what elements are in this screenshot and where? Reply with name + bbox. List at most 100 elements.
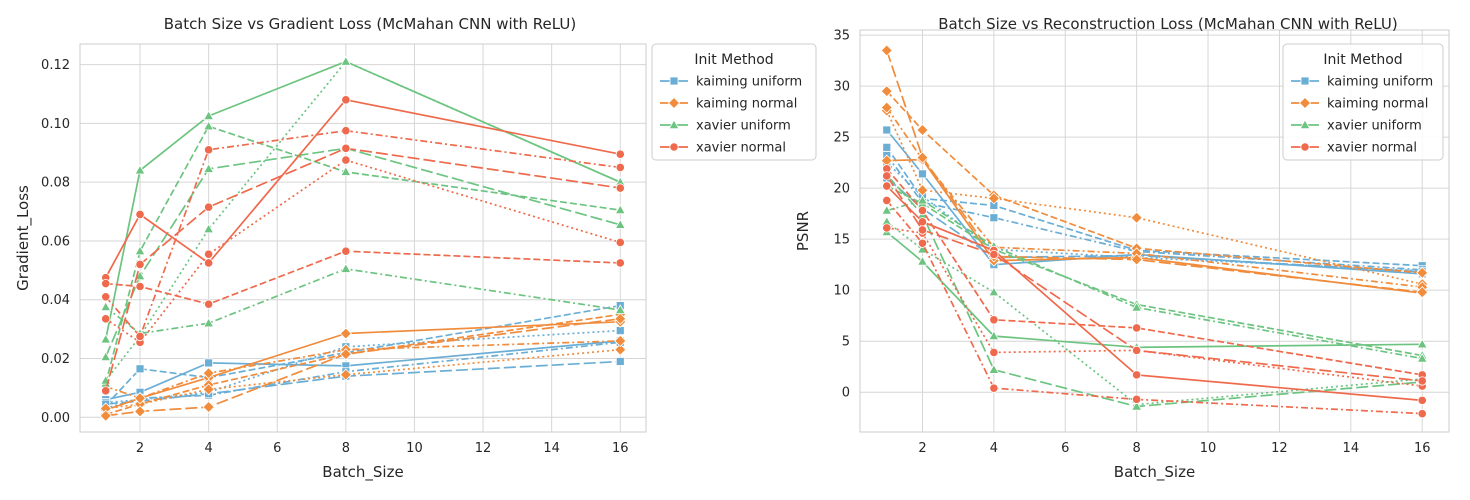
legend: Init Method kaiming uniform kaiming normal… xyxy=(1282,43,1444,161)
data-point xyxy=(1417,395,1427,405)
data-point xyxy=(615,149,625,159)
x-tick-label: 6 xyxy=(273,441,281,456)
x-tick-label: 4 xyxy=(204,441,212,456)
y-tick-label: 0.02 xyxy=(41,352,70,367)
data-point xyxy=(882,142,892,152)
data-point xyxy=(881,204,893,215)
data-point xyxy=(1417,409,1427,419)
y-tick-label: 5 xyxy=(842,335,850,350)
data-point xyxy=(101,314,111,324)
data-point xyxy=(615,162,625,173)
y-tick-label: 0.10 xyxy=(41,117,70,132)
data-point xyxy=(989,347,999,358)
data-point xyxy=(204,358,214,368)
data-point xyxy=(614,312,627,325)
x-tick-label: 12 xyxy=(1271,441,1288,456)
data-point xyxy=(614,343,627,356)
legend-label: xavier uniform xyxy=(696,119,791,134)
data-point xyxy=(1416,352,1428,363)
data-point xyxy=(614,304,626,315)
y-tick-label: 35 xyxy=(833,29,850,44)
legend-label: kaiming normal xyxy=(1327,97,1428,112)
data-point xyxy=(100,351,112,362)
data-point xyxy=(204,145,214,155)
data-point xyxy=(989,213,999,223)
data-point xyxy=(202,367,215,380)
legend-marker xyxy=(1298,96,1312,110)
y-axis-label: PSNR xyxy=(794,211,812,251)
data-point xyxy=(916,194,928,205)
data-point xyxy=(1132,370,1142,380)
series-line xyxy=(886,90,1423,274)
data-point xyxy=(339,368,352,381)
data-point xyxy=(341,126,351,136)
chart-title: Batch Size vs Gradient Loss (McMahan CNN… xyxy=(164,15,576,33)
data-point xyxy=(99,409,112,422)
data-point xyxy=(1132,323,1142,333)
y-tick-label: 0.06 xyxy=(41,234,70,249)
data-point xyxy=(100,333,112,344)
legend-label: xavier normal xyxy=(1327,141,1417,156)
data-point xyxy=(204,202,214,212)
x-tick-label: 10 xyxy=(1200,441,1217,456)
y-tick-label: 30 xyxy=(833,80,850,95)
legend-marker xyxy=(669,76,679,86)
data-point xyxy=(135,281,145,292)
series-line xyxy=(886,158,1423,295)
data-point xyxy=(918,169,927,179)
legend-marker xyxy=(668,119,680,130)
data-point xyxy=(880,44,893,57)
series-line xyxy=(886,221,1423,406)
series-line xyxy=(886,177,1423,273)
x-axis-label: Batch_Size xyxy=(322,463,403,482)
data-point xyxy=(916,151,929,164)
series-group xyxy=(101,95,625,283)
data-point xyxy=(1132,345,1142,355)
y-tick-label: 0.00 xyxy=(41,411,70,426)
series-line xyxy=(105,313,621,416)
series-group xyxy=(101,326,625,408)
series-group xyxy=(880,85,1429,279)
legend-label: kaiming uniform xyxy=(696,75,802,90)
x-tick-label: 14 xyxy=(543,441,560,456)
data-point xyxy=(1132,394,1142,404)
series-line xyxy=(105,129,621,338)
data-point xyxy=(1416,286,1429,299)
series-line xyxy=(886,146,1423,267)
data-point xyxy=(204,258,214,268)
legend-marker xyxy=(669,142,679,152)
x-tick-label: 8 xyxy=(342,441,350,456)
series-line xyxy=(886,161,1423,272)
series-group xyxy=(101,246,625,309)
data-point xyxy=(988,286,1000,297)
data-point xyxy=(882,195,892,205)
series-group xyxy=(882,171,1427,386)
series-group xyxy=(882,142,1427,271)
data-point xyxy=(917,225,928,235)
y-tick-label: 0.08 xyxy=(41,176,70,191)
data-point xyxy=(341,155,351,165)
data-point xyxy=(340,166,352,176)
series-group xyxy=(881,226,1428,352)
legend-marker xyxy=(1299,119,1311,130)
data-point xyxy=(880,85,893,98)
series-line xyxy=(886,199,1423,415)
series-line xyxy=(105,159,621,344)
x-tick-label: 2 xyxy=(918,441,926,456)
data-point xyxy=(614,334,627,347)
data-point xyxy=(203,163,215,173)
gradient-loss-chart: 2 4 6 8 10 12 14 16 0.00 0.02 0.04 0.06 0.08 0.10 0.12… xyxy=(14,15,817,482)
series-line xyxy=(104,125,621,384)
series-group xyxy=(881,215,1428,409)
plot-frame xyxy=(79,43,647,433)
legend-box xyxy=(651,43,817,161)
data-point xyxy=(615,237,625,248)
data-point xyxy=(133,405,147,418)
data-point xyxy=(339,348,352,361)
legend-label: kaiming uniform xyxy=(1327,75,1433,90)
series-line xyxy=(105,268,621,335)
data-point xyxy=(134,164,146,175)
data-point xyxy=(988,363,1000,374)
y-tick-label: 20 xyxy=(833,182,850,197)
